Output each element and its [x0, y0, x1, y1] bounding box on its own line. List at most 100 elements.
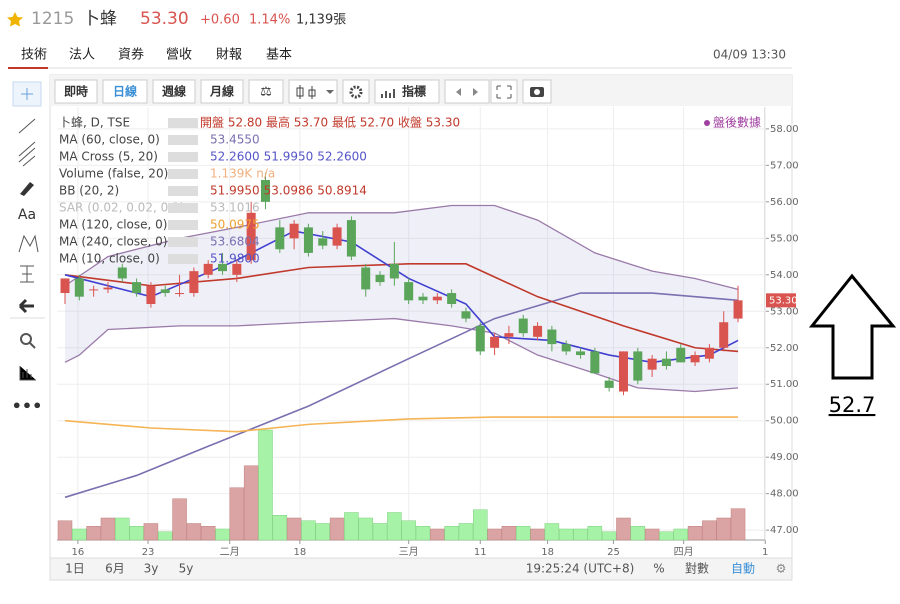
volume-bar [716, 517, 731, 541]
fib-tool[interactable] [18, 141, 36, 167]
volume-bar [644, 528, 660, 541]
clock: 19:25:24 (UTC+8) [526, 562, 635, 576]
legend-label: MA (60, close, 0) [59, 133, 160, 147]
candle-body [146, 285, 156, 304]
legend-icons[interactable] [168, 135, 198, 145]
scale-icon: ⚖ [260, 85, 272, 100]
btn-daily[interactable] [102, 79, 148, 104]
candle-body [389, 263, 399, 279]
candle-body [189, 271, 199, 294]
legend-icons[interactable] [168, 254, 198, 264]
legend-icons[interactable] [168, 220, 198, 230]
text-tool[interactable]: Aa [18, 207, 36, 223]
back-tool[interactable] [18, 298, 34, 314]
y-tick-label: 54.00 [770, 270, 799, 281]
btn-compare[interactable] [248, 79, 284, 104]
candle-body [633, 351, 643, 381]
legend-icons[interactable] [168, 118, 198, 128]
volume-bar [573, 528, 588, 541]
volume-bar [215, 528, 230, 541]
volume-bar [258, 429, 273, 541]
x-tick-label: 18 [541, 547, 554, 558]
btn-fullscreen[interactable] [490, 79, 518, 104]
settings-button[interactable]: ⚙ [776, 562, 787, 576]
legend-value: 53.4550 [210, 133, 260, 147]
x-tick-label: 23 [142, 547, 155, 558]
pattern-tool[interactable] [18, 234, 39, 253]
candle-body [604, 380, 614, 388]
tab[interactable]: 法人 [69, 48, 95, 63]
x-tick-label: 11 [474, 547, 487, 558]
more-tool[interactable]: ••• [12, 397, 43, 416]
candle-body [418, 296, 428, 301]
trendline-tool[interactable] [18, 118, 36, 134]
candle-body [132, 282, 142, 294]
volume-bar [329, 517, 345, 541]
legend-icons[interactable] [168, 203, 198, 213]
y-tick-label: 55.00 [770, 233, 799, 244]
percent-button[interactable]: % [653, 562, 664, 576]
projection-tool[interactable] [20, 265, 34, 283]
tab[interactable]: 財報 [216, 48, 242, 63]
tab[interactable]: 營收 [166, 48, 192, 63]
range-button[interactable]: 1日 [65, 562, 85, 576]
toolbar-label: 即時 [64, 84, 88, 99]
btn-weekly[interactable] [152, 79, 196, 104]
camera-lens [534, 89, 540, 95]
btn-settings[interactable] [342, 79, 370, 104]
log-button[interactable]: 對數 [685, 562, 709, 576]
legend-value: n/a [256, 167, 275, 181]
crosshair-tool[interactable] [12, 81, 42, 107]
tab[interactable]: 技術 [21, 48, 47, 63]
legend-value: 51.9950 [264, 150, 314, 164]
btn-chart-style[interactable] [288, 79, 338, 104]
line-series [64, 416, 739, 433]
candle-body [504, 333, 514, 337]
candle-body [661, 358, 671, 366]
volume-bar [616, 517, 631, 541]
legend-icons[interactable] [168, 169, 198, 179]
volume-bar [86, 526, 101, 541]
btn-monthly[interactable] [200, 79, 244, 104]
btn-undo-redo[interactable] [444, 79, 490, 104]
candle-body [332, 227, 342, 246]
star-icon[interactable] [7, 12, 23, 27]
measure-tool[interactable] [19, 366, 36, 381]
candle-body [303, 227, 313, 253]
zoom-tool[interactable] [20, 333, 32, 345]
toolbar-label: 月線 [209, 84, 234, 99]
legend-value: 52.2600 [210, 150, 260, 164]
candle-body [103, 287, 113, 290]
price: 53.30 [140, 9, 189, 29]
legend-label: 卜蜂, D, TSE [59, 116, 130, 130]
dropdown-icon [326, 90, 334, 94]
y-tick-label: 51.00 [770, 379, 799, 390]
legend-value: 開盤 52.80 最高 53.70 最低 52.70 收盤 53.30 [200, 115, 460, 130]
candle-body [590, 351, 600, 374]
candle-body [289, 223, 299, 239]
after-hours[interactable]: 盤後數據 [713, 116, 761, 130]
volume-bar [601, 531, 617, 541]
range-button[interactable]: 6月 [105, 562, 125, 576]
legend-label: SAR (0.02, 0.02, 0.2) [59, 201, 184, 215]
x-tick-label: 1 [762, 547, 768, 558]
btn-realtime[interactable] [54, 79, 98, 104]
bottom-bar [49, 557, 793, 581]
tab[interactable]: 資券 [118, 47, 144, 63]
brush-tool[interactable] [20, 182, 34, 196]
range-button[interactable]: 3y [144, 562, 159, 576]
candle-body [203, 263, 213, 275]
candle-body [218, 263, 228, 272]
legend-icons[interactable] [168, 186, 198, 196]
candle-body [475, 325, 485, 352]
tab[interactable]: 基本 [266, 48, 292, 63]
volume-bar [630, 526, 646, 541]
legend-icons[interactable] [168, 237, 198, 247]
legend-icons[interactable] [168, 152, 198, 162]
legend-value: 53.6804 [210, 235, 260, 249]
volume-bar [487, 528, 502, 541]
auto-button[interactable]: 自動 [731, 562, 755, 576]
legend-label: MA Cross (5, 20) [59, 150, 158, 164]
range-button[interactable]: 5y [179, 562, 194, 576]
